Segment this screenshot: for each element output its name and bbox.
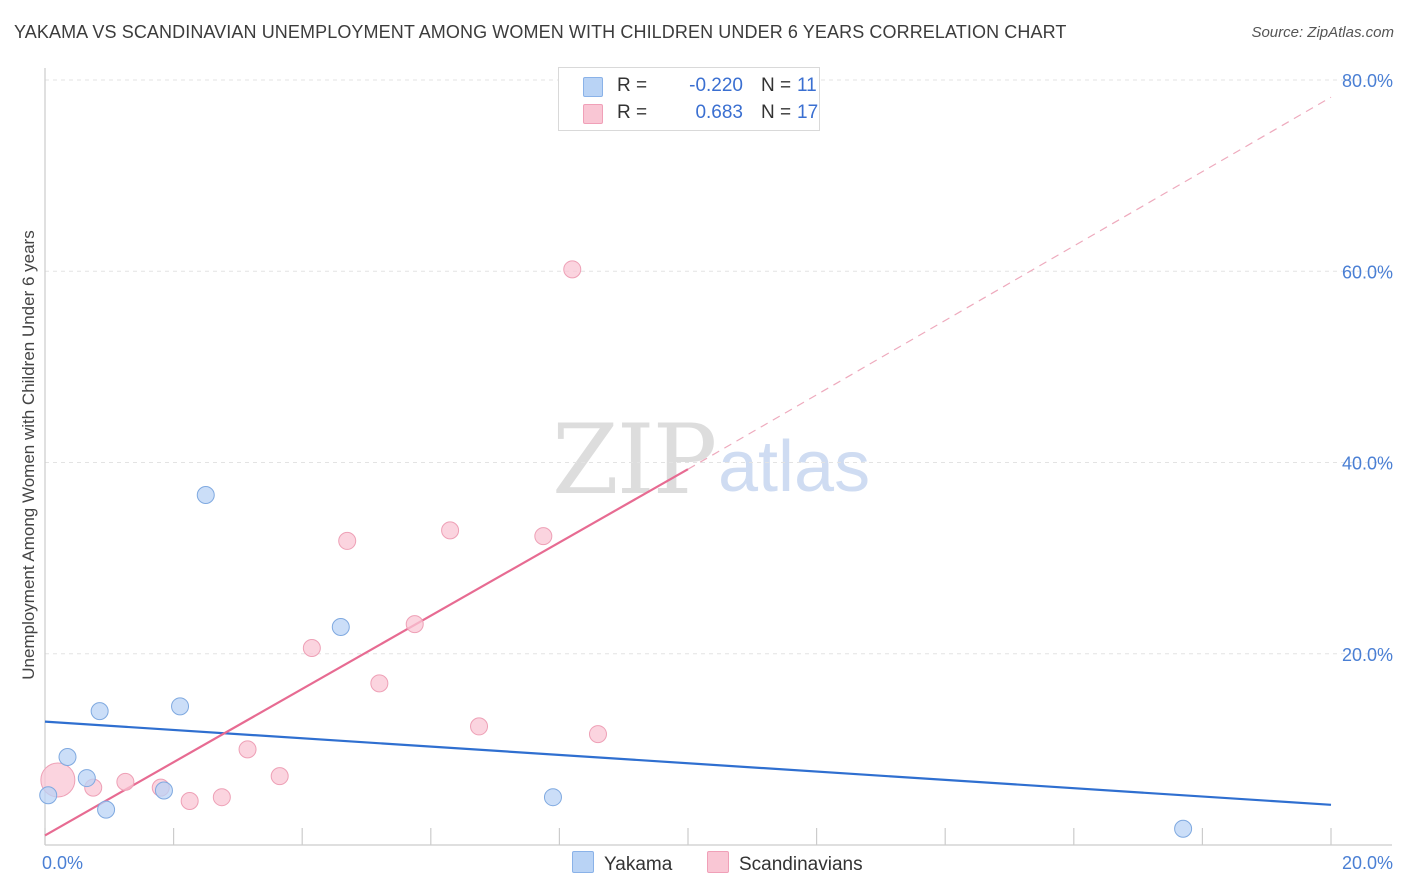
trend-line-scandinavians-extrapolated xyxy=(687,96,1332,470)
r-value: 0.683 xyxy=(695,102,743,123)
n-value: 11 xyxy=(797,75,817,96)
data-point-scandinavians xyxy=(238,740,257,759)
data-point-yakama xyxy=(543,788,562,807)
data-point-yakama xyxy=(39,786,58,805)
source-credit: Source: ZipAtlas.com xyxy=(1251,24,1394,41)
y-tick-label: 40.0% xyxy=(1342,454,1393,474)
data-point-scandinavians xyxy=(370,674,389,693)
y-tick-label: 60.0% xyxy=(1342,262,1393,282)
point-layer xyxy=(39,260,1193,838)
trend-line-yakama xyxy=(44,720,1332,806)
correlation-legend: R = -0.220 N = 11 R = 0.683 N = 17 xyxy=(558,67,820,131)
data-point-scandinavians xyxy=(180,792,199,811)
data-point-yakama xyxy=(1174,819,1193,838)
trend-line-scandinavians xyxy=(44,468,689,837)
data-point-scandinavians xyxy=(116,772,135,791)
data-point-scandinavians xyxy=(470,717,489,736)
n-label: N = xyxy=(761,75,792,96)
r-label: R = xyxy=(617,75,648,96)
data-point-scandinavians xyxy=(338,531,357,550)
data-point-scandinavians xyxy=(588,725,607,744)
trend-layer xyxy=(44,96,1332,837)
y-tick-label: 20.0% xyxy=(1342,645,1393,665)
bottom-legend-yakama[interactable]: Yakama xyxy=(572,851,672,876)
bottom-legend-swatch-yakama xyxy=(572,851,594,873)
data-point-scandinavians xyxy=(405,615,424,634)
watermark-atlas: atlas xyxy=(718,427,871,507)
data-point-yakama xyxy=(171,697,190,716)
data-point-yakama xyxy=(77,769,96,788)
data-point-yakama xyxy=(331,617,350,636)
r-label: R = xyxy=(617,102,648,123)
data-point-scandinavians xyxy=(534,527,553,546)
data-point-yakama xyxy=(154,781,173,800)
data-point-scandinavians xyxy=(302,639,321,658)
n-value: 17 xyxy=(797,102,819,123)
data-point-scandinavians xyxy=(563,260,582,279)
bottom-legend-swatch-scandinavians xyxy=(707,851,729,873)
watermark-zip: ZIP xyxy=(552,404,717,516)
legend-swatch-yakama xyxy=(583,77,603,97)
data-point-yakama xyxy=(90,702,109,721)
data-point-yakama xyxy=(97,800,116,819)
x-tick-label: 20.0% xyxy=(1342,853,1393,873)
tick-layer: 20.0% 40.0% 60.0% 80.0% 0.0% 20.0% xyxy=(42,71,1393,873)
legend-swatch-scandinavians xyxy=(583,104,603,124)
bottom-legend-label: Scandinavians xyxy=(739,854,863,875)
grid-layer xyxy=(45,79,1392,655)
data-point-yakama xyxy=(58,748,77,767)
axis-layer xyxy=(44,68,1392,846)
data-point-scandinavians xyxy=(270,767,289,786)
data-point-scandinavians xyxy=(212,788,231,807)
y-tick-label: 80.0% xyxy=(1342,71,1393,91)
bottom-legend-label: Yakama xyxy=(604,854,673,875)
n-label: N = xyxy=(761,102,792,123)
data-point-yakama xyxy=(196,486,215,505)
x-tick-label: 0.0% xyxy=(42,853,83,873)
bottom-legend-scandinavians[interactable]: Scandinavians xyxy=(707,851,863,876)
chart-title: YAKAMA VS SCANDINAVIAN UNEMPLOYMENT AMON… xyxy=(14,22,1067,42)
data-point-scandinavians xyxy=(441,521,460,540)
r-value: -0.220 xyxy=(689,75,743,96)
